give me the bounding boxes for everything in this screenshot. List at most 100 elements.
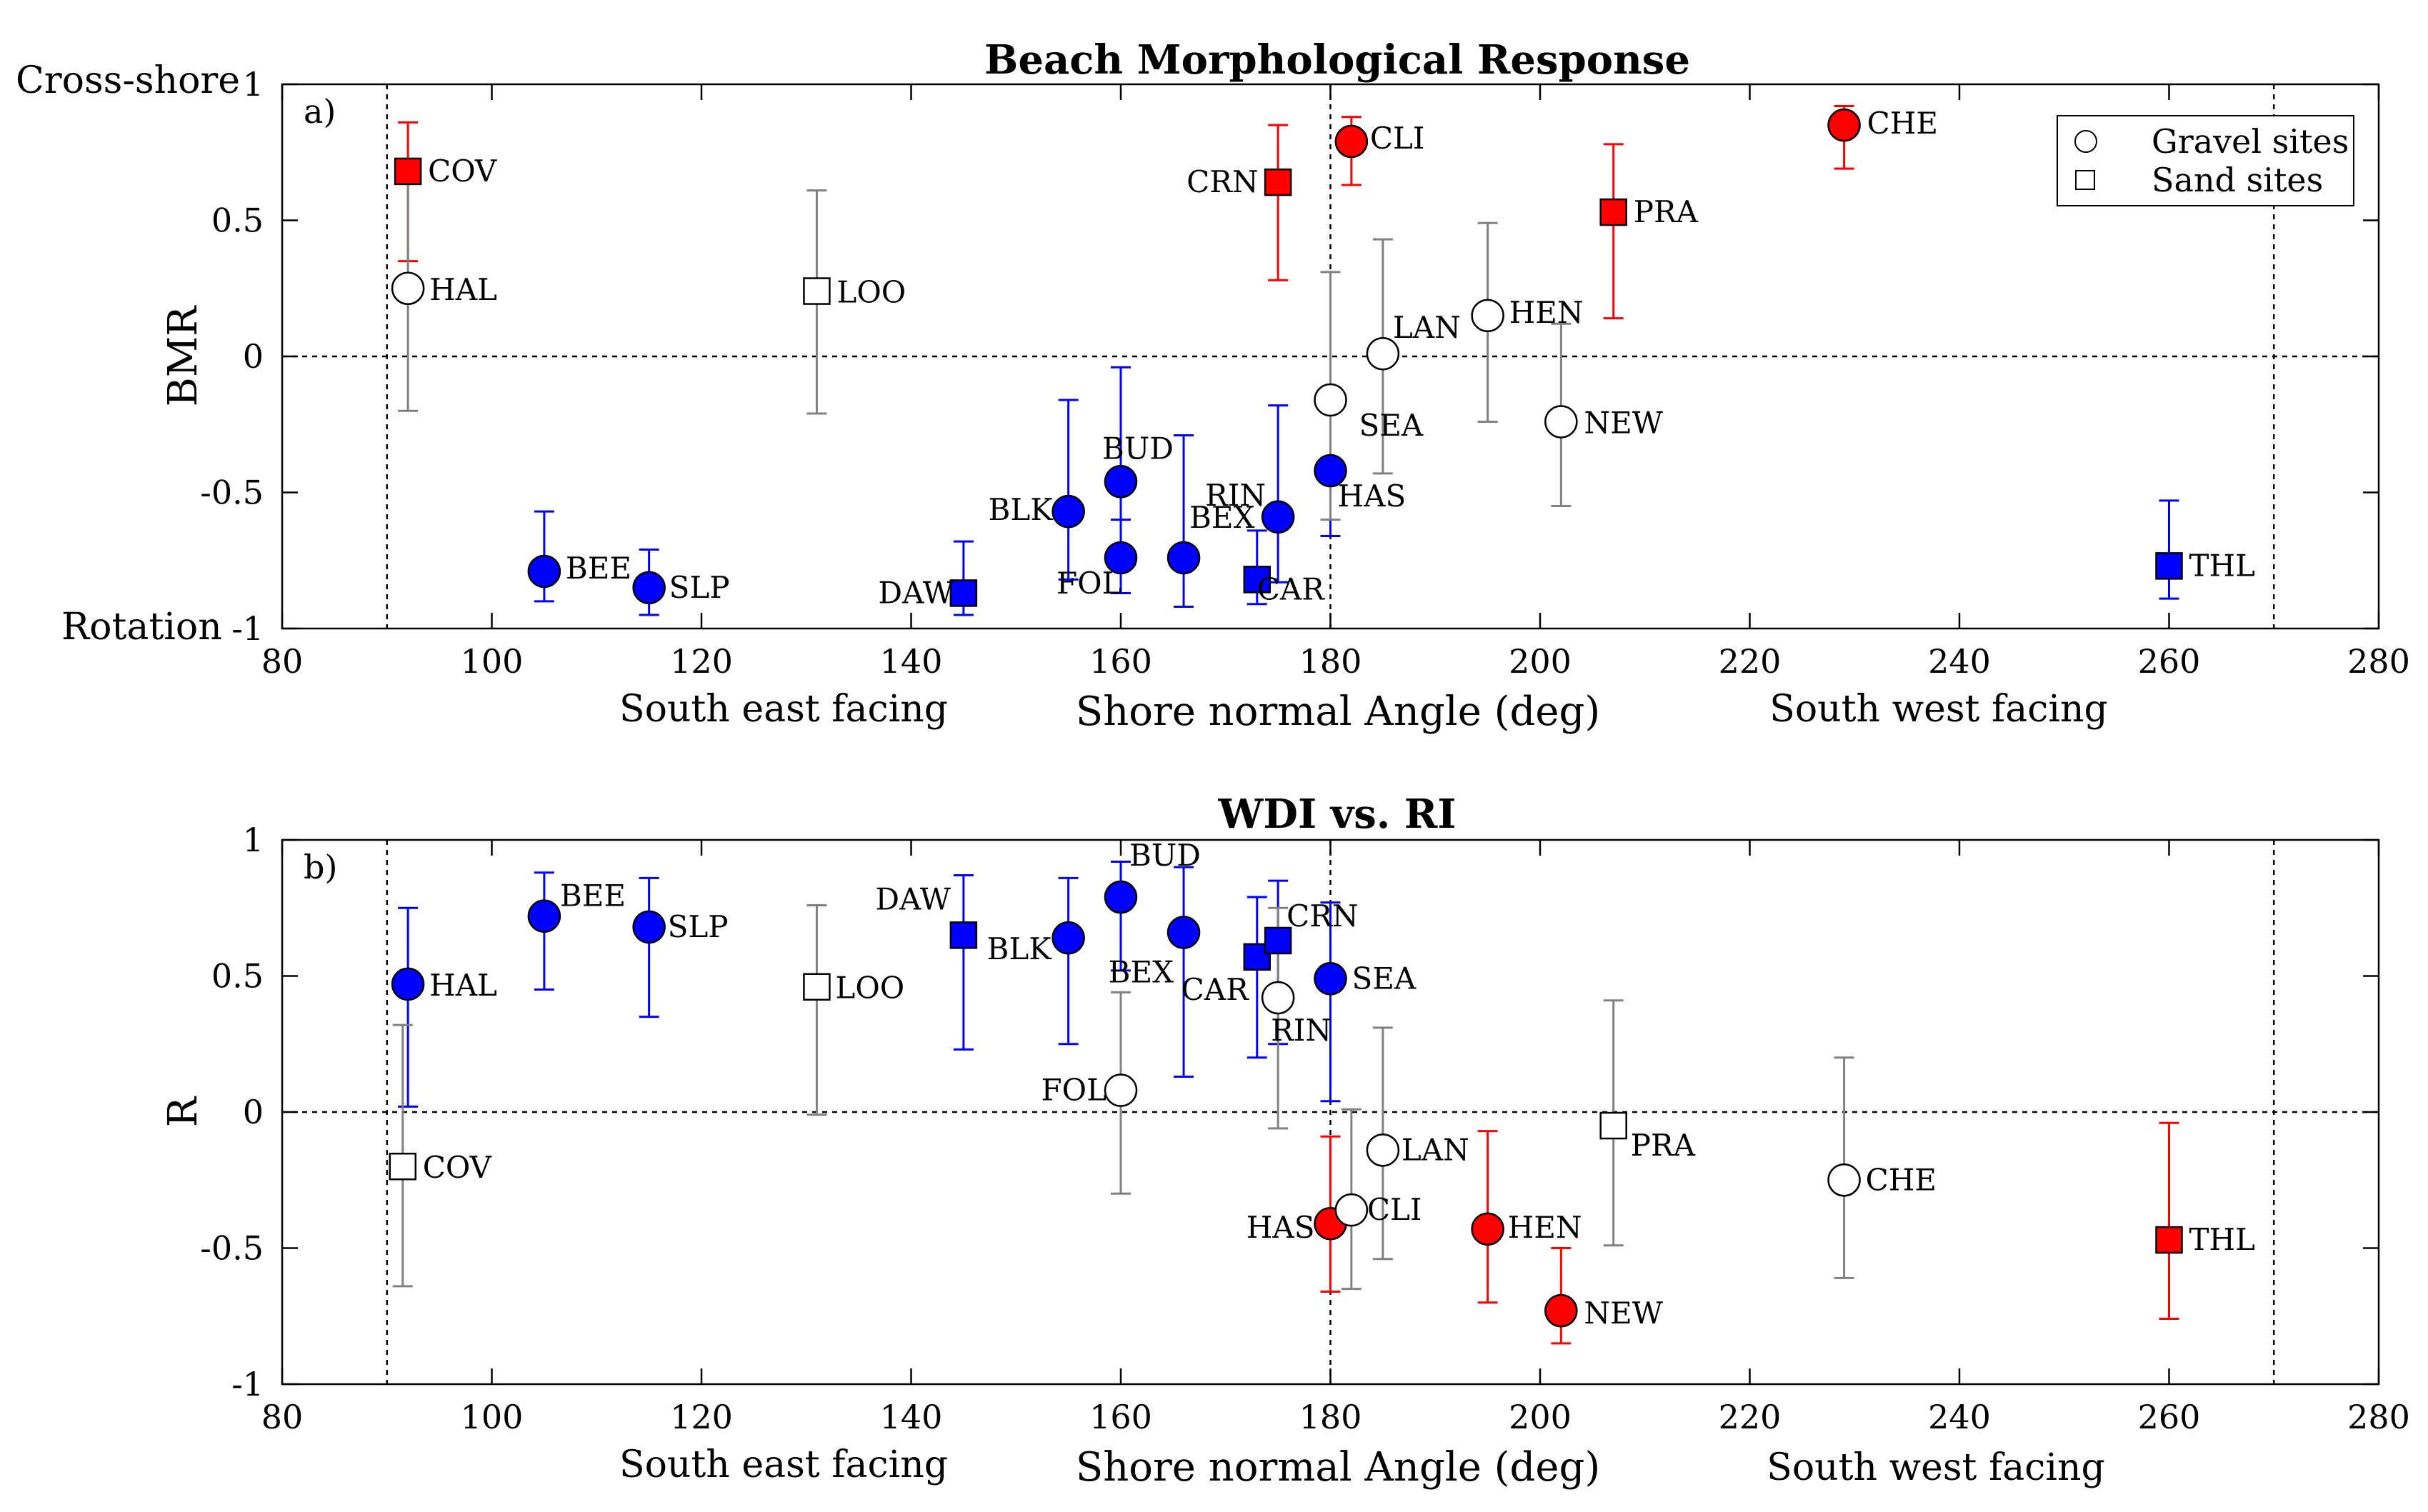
panel-b-point-crn bbox=[1264, 926, 1292, 955]
panel-a-point-daw bbox=[949, 579, 978, 607]
panel-b-xtick-label: 80 bbox=[261, 1398, 304, 1436]
panel-b-point-bud bbox=[1104, 880, 1138, 914]
panel-b-ylabel: R bbox=[160, 1096, 206, 1127]
panel-a-point-blk bbox=[1051, 494, 1085, 529]
legend-sand-marker bbox=[2075, 170, 2095, 190]
panel-b-title: WDI vs. RI bbox=[1218, 791, 1457, 838]
panel-b-dir-right: South west facing bbox=[1767, 1446, 2105, 1489]
panel-a-rotation-label: Rotation bbox=[61, 606, 222, 649]
panel-b-label-fol: FOL bbox=[1041, 1073, 1106, 1108]
panel-b-ytick-label: -1 bbox=[231, 1365, 264, 1403]
panel-a-point-bud bbox=[1104, 465, 1138, 499]
panel-a-point-cov bbox=[394, 157, 422, 186]
panel-a-label-slp: SLP bbox=[669, 570, 730, 605]
panel-a-point-bee bbox=[527, 554, 561, 589]
panel-a-label-hal: HAL bbox=[429, 272, 497, 307]
panel-b-label-thl: THL bbox=[2189, 1222, 2256, 1257]
panel-a-point-loo bbox=[803, 277, 831, 305]
panel-a-label-new: NEW bbox=[1584, 405, 1663, 440]
panel-a-xtick-label: 160 bbox=[1089, 642, 1152, 681]
panel-b-point-loo bbox=[803, 973, 831, 1001]
legend-sand-label: Sand sites bbox=[2152, 161, 2323, 199]
panel-b-ytick-label: 1 bbox=[243, 821, 264, 859]
panel-b-label-lan: LAN bbox=[1402, 1132, 1469, 1167]
panel-b-label-daw: DAW bbox=[875, 881, 951, 916]
panel-a-point-che bbox=[1827, 108, 1861, 142]
panel-a-xtick-label: 220 bbox=[1719, 642, 1782, 681]
panel-b-point-blk bbox=[1051, 921, 1085, 955]
panel-b-r-chart: HAL COV BEE SLP LOO DAW BLK BUD FOL BEX CAR CRN RIN S… bbox=[160, 791, 2410, 1491]
panel-a-label-bud: BUD bbox=[1102, 431, 1174, 466]
panel-b-label-rin: RIN bbox=[1271, 1013, 1332, 1048]
panel-b-dir-left: South east facing bbox=[619, 1443, 948, 1486]
panel-a-ytick-label: -0.5 bbox=[200, 474, 264, 512]
panel-a-label-lan: LAN bbox=[1393, 310, 1461, 345]
panel-a-label-che: CHE bbox=[1867, 106, 1938, 141]
panel-b-point-sea bbox=[1314, 962, 1347, 996]
panel-a-point-cli bbox=[1334, 124, 1369, 159]
panel-a-ytick-label: 0 bbox=[243, 337, 264, 376]
panel-a-label: a) bbox=[304, 92, 336, 131]
panel-b-label-cov: COV bbox=[423, 1150, 492, 1185]
panel-a-point-has bbox=[1314, 454, 1347, 488]
legend-box bbox=[2057, 115, 2354, 206]
panel-a-label-sea: SEA bbox=[1359, 408, 1424, 443]
panel-a-ytick-label: 1 bbox=[243, 65, 264, 104]
panel-a-label-bee: BEE bbox=[566, 551, 631, 586]
panel-b-point-pra bbox=[1599, 1111, 1627, 1140]
panel-b-label-has: HAS bbox=[1247, 1210, 1315, 1245]
panel-b-point-rin bbox=[1261, 981, 1295, 1015]
panel-b-point-lan bbox=[1366, 1133, 1400, 1167]
panel-a-dir-right: South west facing bbox=[1769, 688, 2108, 731]
panel-a-xtick-label: 240 bbox=[1928, 642, 1991, 681]
panel-b-xtick-label: 120 bbox=[670, 1398, 733, 1436]
panel-a-xtick-label: 120 bbox=[670, 642, 733, 681]
panel-b-label-bex: BEX bbox=[1109, 955, 1174, 990]
panel-a-point-pra bbox=[1599, 198, 1627, 226]
panel-a-point-sea bbox=[1314, 383, 1347, 417]
panel-b-ytick-label: 0 bbox=[243, 1093, 264, 1131]
panel-a-xtick-label: 140 bbox=[880, 642, 943, 681]
panel-a-label-blk: BLK bbox=[988, 492, 1054, 527]
panel-a-label-daw: DAW bbox=[878, 575, 954, 610]
panel-b-xtick-label: 280 bbox=[2347, 1398, 2410, 1436]
panel-b-point-new bbox=[1544, 1293, 1578, 1328]
panel-a-label-loo: LOO bbox=[836, 275, 906, 310]
panel-b-xtick-label: 100 bbox=[461, 1398, 524, 1436]
panel-a-point-car bbox=[1243, 566, 1272, 594]
panel-b-label-pra: PRA bbox=[1631, 1128, 1696, 1163]
panel-b-point-hen bbox=[1471, 1212, 1504, 1246]
panel-b-xtick-label: 240 bbox=[1928, 1398, 1991, 1436]
panel-b-label-new: NEW bbox=[1584, 1296, 1663, 1331]
panel-b-point-bee bbox=[527, 899, 561, 933]
panel-a-xlabel: Shore normal Angle (deg) bbox=[1076, 689, 1600, 735]
panel-a-ytick-label: 0.5 bbox=[211, 201, 264, 240]
panel-a-point-hen bbox=[1471, 299, 1504, 333]
panel-b-ytick-label: 0.5 bbox=[211, 957, 264, 996]
panel-b-label: b) bbox=[304, 848, 337, 886]
panel-b-point-slp bbox=[632, 910, 666, 944]
panel-a-label-cov: COV bbox=[428, 154, 497, 189]
panel-b-point-bex bbox=[1166, 916, 1201, 949]
panel-b-label-hal: HAL bbox=[429, 968, 497, 1003]
panel-a-point-fol bbox=[1104, 541, 1138, 575]
panel-a-xtick-label: 280 bbox=[2347, 642, 2410, 681]
panel-b-point-fol bbox=[1104, 1073, 1138, 1107]
panel-a-title: Beach Morphological Response bbox=[984, 36, 1690, 84]
panel-b-label-slp: SLP bbox=[668, 909, 729, 944]
panel-b-label-cli: CLI bbox=[1367, 1192, 1422, 1227]
panel-b-xtick-label: 180 bbox=[1299, 1398, 1362, 1436]
panel-a-xtick-label: 100 bbox=[461, 642, 524, 681]
panel-a-label-fol: FOL bbox=[1056, 566, 1121, 601]
panel-b-xtick-label: 140 bbox=[880, 1398, 943, 1436]
panel-a-ylabel: BMR bbox=[160, 305, 206, 406]
panel-b-xlabel: Shore normal Angle (deg) bbox=[1076, 1444, 1600, 1491]
panel-b-label-car: CAR bbox=[1181, 972, 1249, 1007]
panel-b-label-bee: BEE bbox=[560, 878, 626, 913]
panel-a-label-has: HAS bbox=[1338, 479, 1407, 514]
panel-b-label-loo: LOO bbox=[835, 971, 904, 1006]
panel-a-label-thl: THL bbox=[2189, 548, 2256, 583]
panel-a-label-rin: RIN bbox=[1205, 478, 1266, 513]
legend: Gravel sites Sand sites bbox=[2057, 115, 2354, 206]
